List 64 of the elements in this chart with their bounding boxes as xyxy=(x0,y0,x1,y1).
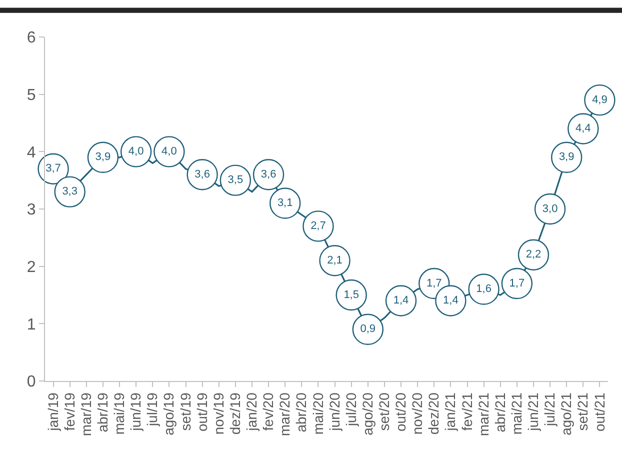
x-tick-label: dez/19 xyxy=(226,392,243,435)
x-tick-label: nov/19 xyxy=(210,392,226,435)
data-label: 3,6 xyxy=(260,168,276,180)
x-tick-label: abr/19 xyxy=(94,392,111,432)
x-tick-label: jan/21 xyxy=(442,392,458,432)
data-label: 1,5 xyxy=(344,288,359,301)
x-tick-label: mai/21 xyxy=(508,392,524,435)
x-tick-label: jul/21 xyxy=(542,392,558,428)
y-tick-label: 3 xyxy=(26,202,36,219)
x-tick-label: dez/20 xyxy=(426,392,442,435)
y-tick-label: 6 xyxy=(26,30,36,47)
y-tick-label: 2 xyxy=(26,258,36,276)
y-tick-label: 5 xyxy=(26,86,36,104)
x-tick-label: mai/20 xyxy=(310,392,326,435)
x-tick-label: jun/21 xyxy=(525,392,542,432)
data-label: 1,4 xyxy=(393,294,409,306)
x-tick-label: abr/21 xyxy=(492,392,508,432)
x-tick-label: mar/21 xyxy=(475,392,492,436)
x-tick-label: out/20 xyxy=(392,392,409,432)
data-label: 1,7 xyxy=(509,277,525,290)
data-label: 3,3 xyxy=(62,186,78,198)
data-label: 3,0 xyxy=(542,202,558,215)
data-label: 4,4 xyxy=(576,122,591,134)
data-label: 4,9 xyxy=(592,94,608,106)
data-label: 3,7 xyxy=(46,162,61,175)
data-label: 3,1 xyxy=(277,197,293,210)
data-label: 1,7 xyxy=(426,277,442,290)
x-tick-label: nov/20 xyxy=(409,392,426,435)
x-tick-label: ago/19 xyxy=(160,392,177,436)
x-tick-label: jan/19 xyxy=(44,392,61,432)
x-tick-label: jan/20 xyxy=(244,392,260,432)
x-tick-label: mai/19 xyxy=(111,392,128,435)
y-tick-label: 4 xyxy=(26,144,36,162)
x-tick-label: jul/19 xyxy=(144,392,160,428)
x-tick-label: jun/20 xyxy=(326,392,342,432)
x-tick-label: jul/20 xyxy=(342,392,359,428)
x-tick-label: abr/20 xyxy=(293,392,310,432)
x-tick-label: ago/21 xyxy=(558,392,574,436)
x-tick-label: fev/21 xyxy=(458,392,475,431)
x-tick-label: set/21 xyxy=(574,392,591,431)
data-label: 3,6 xyxy=(194,168,210,180)
y-tick-label: 0 xyxy=(26,374,36,391)
x-tick-label: set/20 xyxy=(376,392,392,431)
data-label: 4,0 xyxy=(128,145,144,158)
data-label: 1,6 xyxy=(476,283,492,296)
data-label: 3,9 xyxy=(95,151,111,164)
data-label: 3,9 xyxy=(558,151,574,164)
data-label: 1,4 xyxy=(443,294,458,306)
x-tick-label: fev/20 xyxy=(260,392,276,431)
x-tick-label: out/21 xyxy=(591,392,608,432)
data-label: 3,5 xyxy=(228,174,244,186)
x-tick-label: mar/20 xyxy=(276,392,293,436)
data-label: 2,1 xyxy=(327,254,342,266)
x-tick-label: out/19 xyxy=(194,392,210,432)
x-tick-label: set/19 xyxy=(177,392,194,431)
data-label: 0,9 xyxy=(360,323,376,336)
y-tick-label: 1 xyxy=(26,316,36,334)
data-label: 2,7 xyxy=(310,220,326,232)
x-tick-label: jun/19 xyxy=(128,392,144,432)
x-tick-label: ago/20 xyxy=(359,392,376,436)
x-tick-label: fev/19 xyxy=(61,392,78,431)
data-label: 4,0 xyxy=(162,145,177,158)
data-label: 2,2 xyxy=(526,248,542,261)
x-tick-label: mar/19 xyxy=(78,392,94,436)
